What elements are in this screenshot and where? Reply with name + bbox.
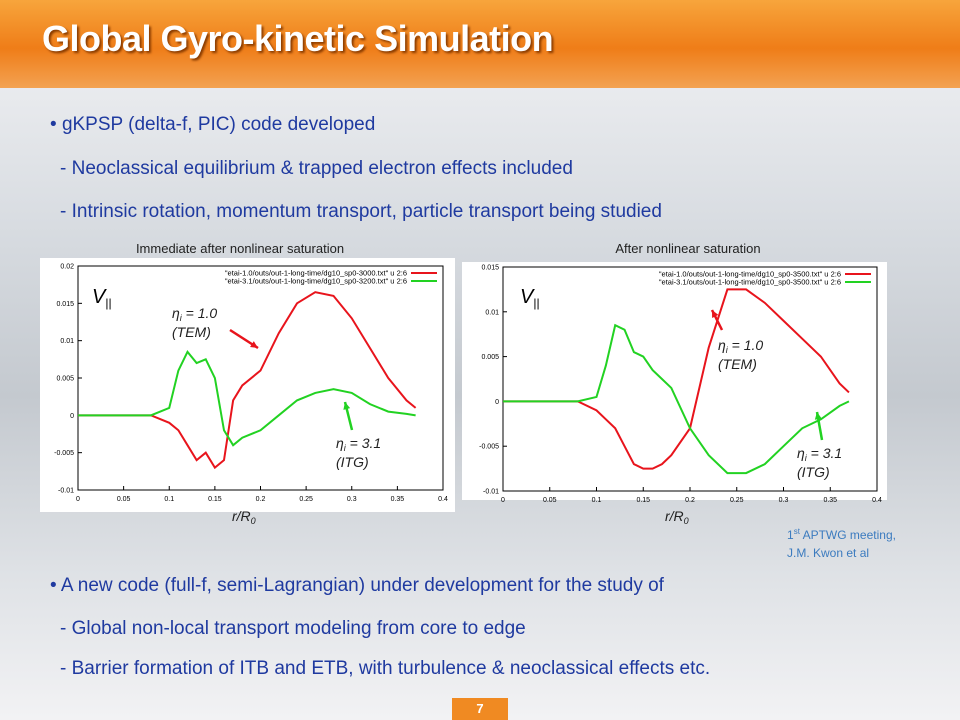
x-tick-label: 0.35 <box>391 496 405 503</box>
x-label-main: r/R <box>665 508 684 524</box>
x-tick-label: 0.15 <box>208 496 222 503</box>
plot-panel <box>40 258 455 512</box>
annotation-mode: (TEM) <box>718 356 757 372</box>
data-line <box>78 291 417 470</box>
y-tick-label: 0.01 <box>60 338 74 345</box>
reference-note: 1st APTWG meeting, J.M. Kwon et al <box>787 523 896 562</box>
y-tick-label: 0 <box>70 413 74 420</box>
y-tick-label: 0.015 <box>481 265 499 272</box>
annotation-mode: (ITG) <box>336 454 369 470</box>
y-label-main: V <box>92 286 107 308</box>
sub-bullet: - Global non-local transport modeling fr… <box>60 618 526 639</box>
x-tick-label: 0.1 <box>164 496 174 503</box>
annotation-symbol: η <box>718 337 726 353</box>
annotation-symbol: η <box>172 305 180 321</box>
bullet: gKPSP (delta-f, PIC) code developed <box>50 114 375 136</box>
y-tick-label: 0 <box>495 399 499 406</box>
y-tick-label: 0.005 <box>481 354 499 361</box>
annotation-symbol: η <box>336 435 344 451</box>
y-tick-label: -0.005 <box>54 450 74 457</box>
bullet: A new code (full-f, semi-Lagrangian) und… <box>50 575 664 597</box>
y-axis-label: V|| <box>92 286 112 310</box>
y-label-sub: || <box>105 296 111 310</box>
chart-title: Immediate after nonlinear saturation <box>136 241 344 256</box>
x-tick-label: 0.3 <box>779 497 789 504</box>
sub-bullet: - Intrinsic rotation, momentum transport… <box>60 201 662 222</box>
note-sup: st <box>793 527 800 536</box>
plot-panel <box>462 262 887 500</box>
y-tick-label: 0.005 <box>56 376 74 383</box>
data-line <box>78 350 416 447</box>
arrow-head <box>712 310 719 318</box>
x-axis-label: r/R0 <box>665 508 689 526</box>
x-tick-label: 0.1 <box>592 497 602 504</box>
x-tick-label: 0.15 <box>636 497 650 504</box>
legend-label: "etai-1.0/outs/out-1-long-time/dg10_sp0-… <box>659 270 841 279</box>
y-tick-label: -0.005 <box>479 444 499 451</box>
x-tick-label: 0.05 <box>117 496 131 503</box>
y-tick-label: 0.015 <box>56 301 74 308</box>
x-tick-label: 0.2 <box>685 497 695 504</box>
annotation: ηi = 1.0 <box>718 337 763 355</box>
y-axis-label: V|| <box>520 286 540 310</box>
annotation-sub: i <box>180 313 183 323</box>
note-text: APTWG meeting, <box>799 528 896 542</box>
x-tick-label: 0 <box>76 496 80 503</box>
x-axis-label: r/R0 <box>232 508 256 526</box>
annotation-value: = 1.0 <box>182 305 218 321</box>
annotation-sub: i <box>344 443 347 453</box>
x-tick-label: 0.25 <box>730 497 744 504</box>
x-tick-label: 0.05 <box>543 497 557 504</box>
annotation: ηi = 3.1 <box>797 445 842 463</box>
annotation: ηi = 3.1 <box>336 435 381 453</box>
note-text: 1 <box>787 528 794 542</box>
x-label-main: r/R <box>232 508 251 524</box>
chart-title: After nonlinear saturation <box>615 241 760 256</box>
title-bar: Global Gyro-kinetic Simulation <box>0 0 960 88</box>
arrow-head <box>814 412 822 420</box>
x-label-sub: 0 <box>251 516 256 526</box>
annotation-sub: i <box>805 453 808 463</box>
y-tick-label: -0.01 <box>483 489 499 496</box>
y-tick-label: -0.01 <box>58 488 74 495</box>
x-tick-label: 0 <box>501 497 505 504</box>
y-tick-label: 0.02 <box>60 264 74 271</box>
x-label-sub: 0 <box>684 516 689 526</box>
legend-label: "etai-3.1/outs/out-1-long-time/dg10_sp0-… <box>225 277 407 286</box>
x-tick-label: 0.25 <box>299 496 313 503</box>
arrow-head <box>343 402 351 410</box>
y-label-main: V <box>520 286 535 308</box>
annotation: ηi = 1.0 <box>172 305 217 323</box>
note-text: J.M. Kwon et al <box>787 546 870 560</box>
annotation-sub: i <box>726 345 729 355</box>
arrow-head <box>250 341 258 348</box>
data-line <box>503 323 850 475</box>
data-line <box>503 288 850 470</box>
x-tick-label: 0.4 <box>438 496 448 503</box>
legend-label: "etai-1.0/outs/out-1-long-time/dg10_sp0-… <box>225 269 407 278</box>
slide-title: Global Gyro-kinetic Simulation <box>42 18 554 59</box>
sub-bullet: - Barrier formation of ITB and ETB, with… <box>60 658 711 679</box>
page-number: 7 <box>452 698 508 720</box>
y-label-sub: || <box>533 296 539 310</box>
annotation-mode: (ITG) <box>797 464 830 480</box>
y-tick-label: 0.01 <box>485 309 499 316</box>
x-tick-label: 0.35 <box>823 497 837 504</box>
x-tick-label: 0.3 <box>347 496 357 503</box>
annotation-mode: (TEM) <box>172 324 211 340</box>
annotation-symbol: η <box>797 445 805 461</box>
legend-label: "etai-3.1/outs/out-1-long-time/dg10_sp0-… <box>659 278 841 287</box>
annotation-value: = 1.0 <box>728 337 764 353</box>
x-tick-label: 0.4 <box>872 497 882 504</box>
annotation-value: = 3.1 <box>346 435 381 451</box>
x-tick-label: 0.2 <box>256 496 266 503</box>
annotation-value: = 3.1 <box>807 445 842 461</box>
sub-bullet: - Neoclassical equilibrium & trapped ele… <box>60 158 573 179</box>
